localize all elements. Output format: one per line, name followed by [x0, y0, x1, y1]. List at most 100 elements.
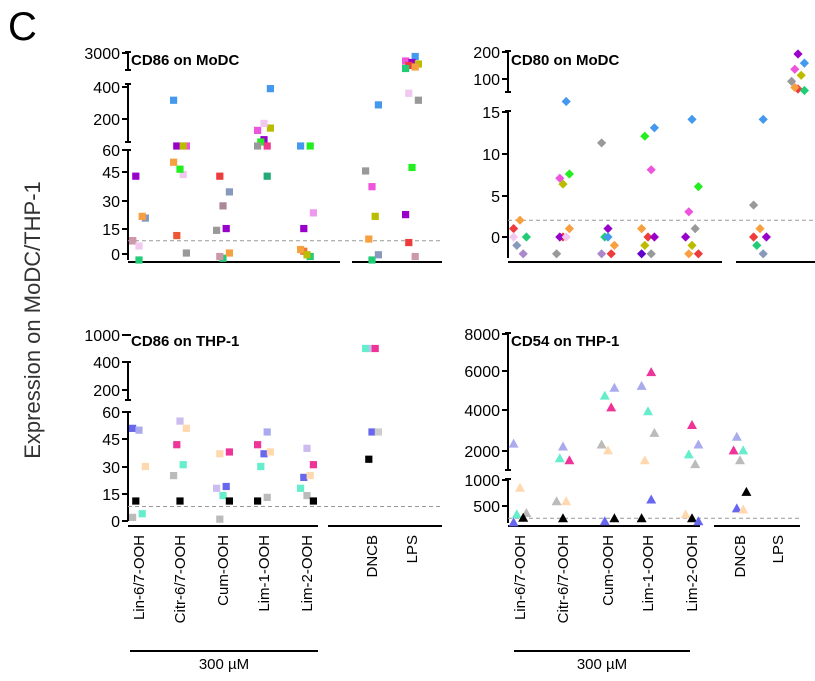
data-point [561, 232, 571, 242]
data-point [597, 249, 607, 259]
category-label: Citr-6/7-OOH [555, 535, 572, 623]
chart-panel: CD54 on THP-1 500 1000 2000 4000 6000 8000 [464, 327, 800, 527]
y-tick-label: 8000 [464, 327, 500, 344]
data-point [362, 167, 370, 175]
data-point [263, 493, 271, 501]
data-point [639, 455, 650, 465]
data-point [561, 496, 572, 506]
data-point [216, 450, 224, 458]
data-point [761, 232, 771, 242]
chart-panel: CD86 on THP-1 0 15 30 45 60 200 400 1000 [84, 328, 442, 531]
data-point [693, 516, 704, 526]
data-point [297, 142, 305, 150]
data-point [254, 441, 262, 449]
data-point [561, 96, 571, 107]
data-point [176, 165, 184, 173]
y-tick-label: 100 [473, 72, 500, 89]
data-point [368, 256, 376, 264]
y-tick-label: 15 [102, 222, 120, 239]
y-tick-label: 6000 [464, 364, 500, 381]
data-point [603, 232, 613, 242]
category-label: DNCB [732, 535, 749, 578]
chart-title: CD86 on MoDC [131, 52, 240, 69]
data-point [690, 459, 701, 469]
data-point [554, 453, 565, 463]
data-point [680, 509, 691, 519]
panel-letter: C [8, 5, 37, 49]
data-point [402, 211, 410, 219]
data-point [758, 249, 768, 259]
data-point [365, 235, 373, 243]
data-point [135, 426, 143, 434]
data-point [555, 173, 565, 183]
data-point [179, 461, 187, 469]
y-tick-label: 30 [102, 460, 120, 477]
data-point [135, 256, 143, 264]
data-point [796, 70, 806, 80]
data-point [640, 131, 650, 141]
bracket-label: 300 µM [199, 656, 249, 673]
data-point [368, 428, 376, 436]
data-point [799, 85, 809, 96]
category-label: LPS [404, 535, 421, 563]
data-point [799, 58, 809, 68]
data-point [687, 513, 697, 523]
data-point [564, 224, 574, 234]
data-point [551, 496, 562, 506]
data-point [309, 209, 317, 217]
data-point [135, 242, 143, 250]
chart-title: CD86 on THP-1 [131, 333, 239, 350]
data-point [518, 249, 528, 259]
data-point [636, 380, 647, 390]
chart-panel: CD86 on MoDC 0 15 30 45 60 200 400 3000 [84, 46, 442, 264]
data-point [643, 406, 653, 416]
y-tick-label: 10 [482, 147, 500, 164]
data-point [649, 427, 660, 437]
data-point [738, 504, 749, 514]
data-point [758, 114, 768, 124]
data-point [371, 212, 379, 220]
data-point [596, 439, 607, 449]
data-point [182, 424, 190, 432]
data-point [179, 142, 187, 150]
data-point [132, 172, 140, 180]
data-point [511, 509, 522, 519]
data-point [755, 224, 765, 234]
data-point [741, 486, 752, 496]
data-point [408, 163, 416, 172]
data-point [300, 473, 308, 481]
data-point [509, 232, 519, 242]
data-point [216, 172, 224, 180]
data-point [649, 232, 659, 242]
data-point [225, 448, 233, 456]
data-point [793, 49, 803, 59]
y-tick-label: 1000 [464, 473, 500, 490]
data-point [684, 207, 694, 217]
data-point [303, 251, 311, 259]
data-point [368, 183, 376, 191]
data-point [555, 232, 565, 242]
data-point [646, 249, 656, 259]
data-point [609, 240, 619, 250]
data-point [731, 431, 742, 441]
data-point [173, 142, 181, 150]
y-tick-label: 200 [93, 112, 120, 129]
data-point [640, 240, 650, 250]
data-point [693, 182, 703, 192]
data-point [254, 142, 262, 150]
data-point [129, 237, 137, 245]
data-point [599, 390, 610, 400]
data-point [138, 212, 146, 220]
category-label: Lim-2-OOH [684, 535, 701, 612]
y-tick-label: 60 [102, 405, 120, 422]
y-tick-label: 60 [102, 143, 120, 160]
data-point [606, 249, 616, 259]
data-point [173, 231, 181, 240]
y-tick-label: 400 [93, 355, 120, 372]
data-point [735, 455, 745, 465]
data-point [411, 63, 419, 71]
data-point [225, 188, 233, 196]
data-point [509, 224, 519, 234]
data-point [362, 344, 370, 353]
data-point [213, 484, 221, 492]
